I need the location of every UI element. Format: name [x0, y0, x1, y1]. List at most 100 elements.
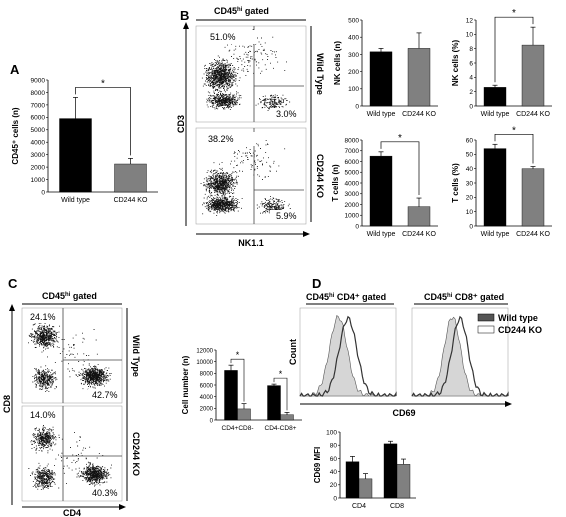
y-tick-label: 6000 [200, 383, 214, 389]
y-tick-label: 80 [330, 443, 338, 450]
y-tick-label: 10 [466, 209, 474, 216]
panel-c-pct-4: 40.3% [92, 488, 118, 498]
y-tick-label: 5000 [345, 170, 360, 177]
panel-c-scatter-1 [28, 322, 112, 393]
y-axis-label: Cell number (n) [181, 355, 190, 414]
y-tick-label: 0 [355, 103, 359, 110]
panel-d-yaxis-label: Count [288, 339, 298, 365]
y-axis-label: CD69 MFI [313, 447, 322, 483]
panel-b-plot2-frame [195, 127, 307, 225]
y-tick-label: 1000 [31, 177, 46, 184]
panel-d-header-1-main: CD45 [306, 292, 329, 302]
bar [59, 118, 92, 193]
panel-d-header-1-sup: hi [329, 293, 335, 299]
panel-d-x-arrowhead [505, 401, 512, 407]
bar [383, 443, 398, 499]
y-tick-label: 1000 [345, 213, 360, 220]
category-label: CD4+CD8- [222, 425, 254, 432]
panel-c-row-label-1: Wild Type [131, 335, 141, 377]
bar [407, 48, 431, 107]
y-tick-label: 6000 [345, 159, 360, 166]
y-tick-label: 4000 [31, 140, 46, 147]
bar [345, 461, 360, 499]
panel-b-scatter-1 [201, 29, 291, 112]
panel-b-pct-4: 5.9% [276, 211, 297, 221]
bar [369, 155, 393, 227]
category-label: Wild type [481, 231, 510, 238]
y-tick-label: 0 [469, 223, 473, 230]
significance-bracket [380, 141, 420, 196]
y-tick-label: 4000 [345, 180, 360, 187]
y-tick-label: 100 [326, 429, 337, 436]
bar [224, 370, 238, 421]
y-tick-label: 50 [466, 152, 474, 159]
y-tick-label: 40 [466, 166, 474, 173]
bar [267, 385, 281, 421]
panel-b-pct2-bg [270, 108, 302, 120]
y-axis-label: T cells (%) [451, 163, 460, 203]
y-tick-label: 60 [466, 137, 474, 144]
category-label: Wild type [61, 197, 90, 204]
panel-c-header-tail: gated [70, 291, 97, 301]
y-tick-label: 500 [348, 17, 359, 24]
panel-b-xaxis-label: NK1.1 [238, 238, 264, 248]
bar [114, 163, 147, 193]
panel-b-pct-1: 51.0% [210, 32, 236, 42]
panel-b-chart-nk-n: 0 100 200 300 400 500 NK cells (n) Wild type CD2… [333, 17, 438, 118]
bar [358, 478, 373, 499]
category-label: CD244 KO [516, 231, 550, 238]
panel-c-pct-3: 14.0% [30, 410, 56, 420]
y-tick-label: 2 [469, 89, 473, 96]
significance-bracket [273, 377, 288, 411]
y-tick-label: 0 [333, 495, 337, 502]
category-label: Wild type [367, 111, 396, 118]
y-tick-label: 0 [41, 189, 45, 196]
panel-b-pct4-bg [270, 210, 302, 222]
y-tick-label: 7000 [31, 102, 46, 109]
panel-c-pct3-bg [26, 409, 58, 421]
y-tick-label: 2000 [200, 407, 214, 413]
y-tick-label: 6 [469, 60, 473, 67]
bar [483, 87, 507, 107]
category-label: Wild type [367, 231, 396, 238]
y-axis-label: NK cells (n) [333, 41, 342, 85]
significance-star: * [236, 350, 240, 360]
panel-b-scatter-2 [200, 134, 291, 216]
y-tick-label: 20 [466, 195, 474, 202]
scatter-dots [28, 322, 112, 393]
significance-star: * [512, 125, 516, 136]
y-axis-label: CD45⁺ cells (n) [11, 107, 20, 164]
panel-c-header: CD45hi gated [42, 291, 97, 301]
y-axis-label: NK cells (%) [451, 40, 460, 87]
panel-c-row-label-2: CD244 KO [131, 432, 141, 476]
category-label: CD4 [352, 503, 366, 510]
panel-c-scatter-2 [28, 425, 112, 491]
category-label: Wild type [481, 111, 510, 118]
category-label: CD244 KO [402, 111, 436, 118]
panel-d-hist1-wt [299, 315, 397, 397]
y-tick-label: 400 [348, 35, 359, 42]
panel-d-header-1-tail: CD4⁺ gated [334, 292, 386, 302]
panel-d-header-2-sup: hi [447, 293, 453, 299]
panel-c-yaxis-label: CD8 [2, 395, 12, 413]
panel-c-y-arrowhead [9, 304, 15, 311]
panel-b-x-arrowhead [303, 231, 310, 237]
category-label: CD8 [390, 503, 404, 510]
significance-star: * [101, 78, 105, 89]
bar [521, 44, 545, 107]
panel-d-letter: D [312, 276, 321, 291]
y-tick-label: 4000 [200, 395, 214, 401]
panel-b-pct1-bg [200, 30, 256, 44]
category-label: CD4-CD8+ [265, 425, 297, 432]
category-label: CD244 KO [516, 111, 550, 118]
bar [369, 51, 393, 107]
panel-c-x-arrowhead [119, 504, 126, 510]
y-tick-label: 12000 [196, 348, 213, 354]
y-tick-label: 0 [469, 103, 473, 110]
bar [483, 148, 507, 227]
y-tick-label: 300 [348, 52, 359, 59]
panel-b-header-sup: hi [237, 7, 243, 13]
scatter-dots [28, 425, 112, 491]
y-axis-label: T cells (n) [331, 164, 340, 202]
